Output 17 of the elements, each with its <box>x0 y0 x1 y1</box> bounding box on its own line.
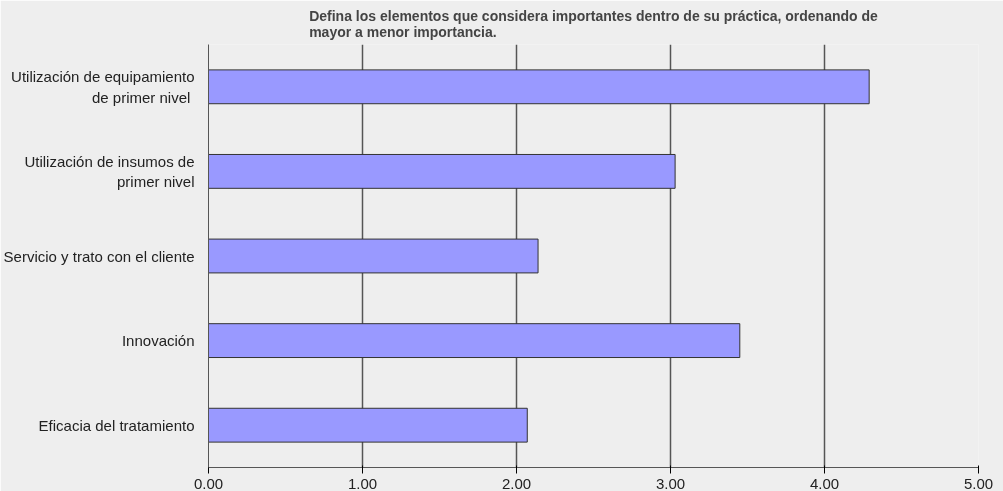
x-tick-label: 3.00 <box>655 474 686 491</box>
x-tick-label: 1.00 <box>347 474 378 491</box>
x-tick-label: 2.00 <box>501 474 532 491</box>
bar <box>208 323 741 359</box>
chart-title: Defina los elementos que considera importantes dentro de su práctica, ordenando de mayor a menor importancia. <box>309 7 879 40</box>
x-tick-label: 5.00 <box>963 474 994 491</box>
y-tick-label: Servicio y trato con el cliente <box>3 247 195 265</box>
x-tick-label: 0.00 <box>193 474 224 491</box>
bar <box>208 69 870 105</box>
x-tick-label: 4.00 <box>809 474 840 491</box>
bar <box>208 153 676 189</box>
y-tick-label: Innovación <box>121 332 195 350</box>
bar <box>208 407 528 443</box>
bar <box>208 238 539 274</box>
y-tick-label: Eficacia del tratamiento <box>38 416 195 434</box>
y-tick-label: Utilización de equipamiento de primer nivel <box>11 68 195 106</box>
y-tick-label: Utilización de insumos de primer nivel <box>24 152 195 191</box>
